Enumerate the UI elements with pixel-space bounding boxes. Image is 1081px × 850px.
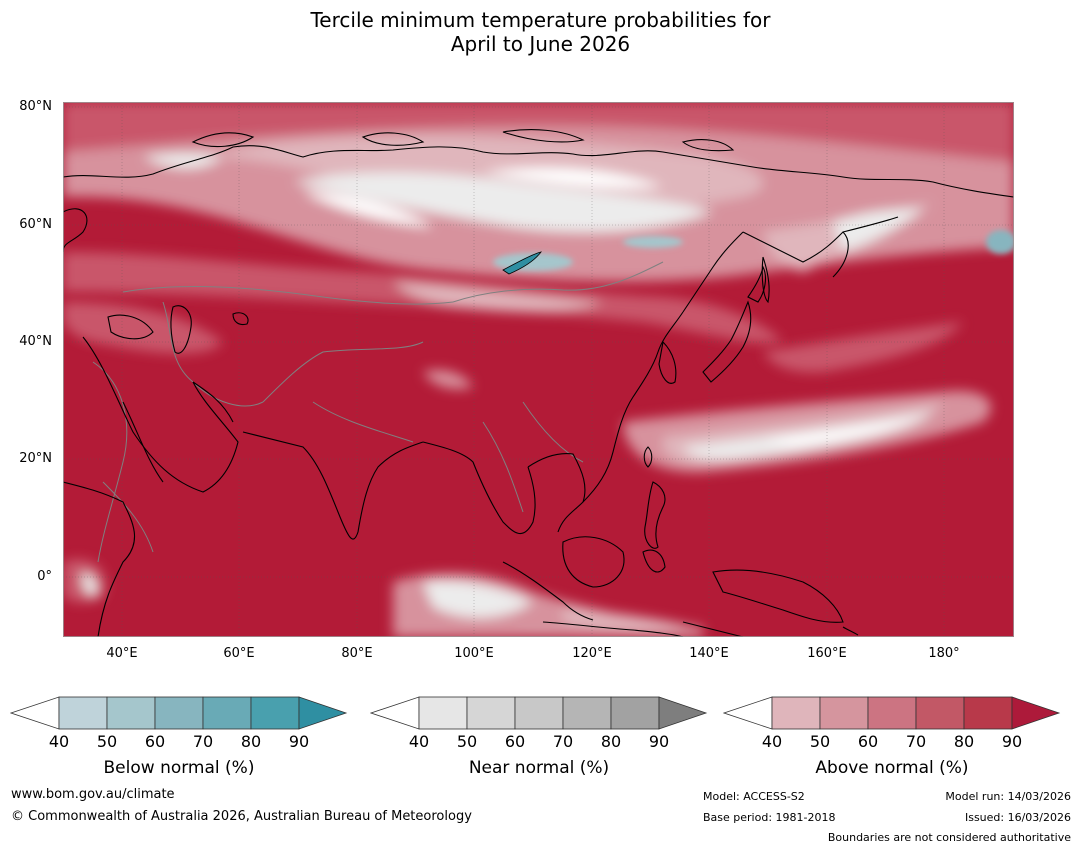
near-normal-swatch-5 xyxy=(610,696,660,730)
forecast-map xyxy=(63,102,1014,637)
base-period-text: Base period: 1981-2018 xyxy=(703,811,836,824)
above-normal-swatch-0 xyxy=(723,696,773,730)
below-normal-tick: 90 xyxy=(288,732,310,751)
below-normal-swatch-6 xyxy=(298,696,348,730)
near-normal-swatch-6 xyxy=(658,696,708,730)
below-normal-tick: 50 xyxy=(96,732,118,751)
title-line-1: Tercile minimum temperature probabilitie… xyxy=(310,8,771,32)
title-line-2: April to June 2026 xyxy=(450,32,631,56)
below-normal-swatch-4 xyxy=(202,696,252,730)
below-normal-tick: 60 xyxy=(144,732,166,751)
central-asia-band xyxy=(63,252,783,343)
above-normal-swatch-4 xyxy=(915,696,965,730)
disclaimer-text: Boundaries are not considered authoritat… xyxy=(827,831,1071,844)
model-run-text: Model run: 14/03/2026 xyxy=(945,790,1071,803)
lon-label-140e: 140°E xyxy=(689,646,729,661)
lat-label-80n: 80°N xyxy=(19,99,52,114)
model-text: Model: ACCESS-S2 xyxy=(703,790,805,803)
above-normal-tick: 40 xyxy=(761,732,783,751)
below-normal-swatch-2 xyxy=(106,696,156,730)
below-normal-tick: 80 xyxy=(240,732,262,751)
above-normal-tick: 60 xyxy=(857,732,879,751)
lon-label-160e: 160°E xyxy=(807,646,847,661)
below-normal-swatch-1 xyxy=(58,696,108,730)
country-borders xyxy=(92,261,664,563)
below-normal-swatch-3 xyxy=(154,696,204,730)
below-normal-title: Below normal (%) xyxy=(103,758,255,778)
near-normal-tick: 60 xyxy=(504,732,526,751)
pacific-near-normal-band xyxy=(623,391,991,473)
above-normal-tick: 70 xyxy=(905,732,927,751)
lake-baikal xyxy=(502,251,542,275)
issued-text: Issued: 16/03/2026 xyxy=(964,811,1071,824)
near-normal-swatch-3 xyxy=(514,696,564,730)
website-link[interactable]: www.bom.gov.au/climate xyxy=(11,787,175,802)
map-title: Tercile minimum temperature probabilitie… xyxy=(0,8,1081,56)
lon-label-100e: 100°E xyxy=(454,646,494,661)
below-normal-tick: 40 xyxy=(48,732,70,751)
near-normal-tick: 40 xyxy=(408,732,430,751)
near-normal-swatch-4 xyxy=(562,696,612,730)
lon-label-120e: 120°E xyxy=(572,646,612,661)
below-normal-colorbar xyxy=(10,696,348,730)
lon-label-40e: 40°E xyxy=(106,646,138,661)
above-normal-tick: 90 xyxy=(1001,732,1023,751)
above-normal-tick: 50 xyxy=(809,732,831,751)
near-normal-swatch-1 xyxy=(418,696,468,730)
near-normal-title: Near normal (%) xyxy=(468,758,610,778)
lat-label-40n: 40°N xyxy=(19,334,52,349)
midlatitude-pink-areas xyxy=(63,302,963,389)
above-normal-swatch-5 xyxy=(963,696,1013,730)
near-normal-swatch-0 xyxy=(370,696,420,730)
below-normal-tick: 70 xyxy=(192,732,214,751)
above-normal-colorbar xyxy=(723,696,1061,730)
below-normal-swatch-0 xyxy=(10,696,60,730)
coastlines xyxy=(63,129,1014,637)
lat-label-0: 0° xyxy=(37,569,52,584)
near-normal-colorbar xyxy=(370,696,708,730)
northern-probability-band xyxy=(63,102,1014,282)
below-normal-swatch-5 xyxy=(250,696,300,730)
above-normal-swatch-3 xyxy=(867,696,917,730)
near-normal-tick: 90 xyxy=(648,732,670,751)
above-normal-tick: 80 xyxy=(953,732,975,751)
maritime-continent-band xyxy=(63,559,703,637)
lon-label-60e: 60°E xyxy=(223,646,255,661)
copyright-text: © Commonwealth of Australia 2026, Austra… xyxy=(11,809,472,824)
lat-label-20n: 20°N xyxy=(19,451,52,466)
near-normal-tick: 70 xyxy=(552,732,574,751)
above-normal-swatch-1 xyxy=(771,696,821,730)
lat-label-60n: 60°N xyxy=(19,217,52,232)
above-normal-swatch-6 xyxy=(1011,696,1061,730)
graticule xyxy=(63,102,1014,637)
above-normal-title: Above normal (%) xyxy=(815,758,969,778)
map-frame xyxy=(63,102,1014,637)
near-normal-tick: 50 xyxy=(456,732,478,751)
above-normal-swatch-2 xyxy=(819,696,869,730)
near-normal-swatch-2 xyxy=(466,696,516,730)
near-normal-tick: 80 xyxy=(600,732,622,751)
lon-label-80e: 80°E xyxy=(341,646,373,661)
lon-label-180: 180° xyxy=(928,646,960,661)
